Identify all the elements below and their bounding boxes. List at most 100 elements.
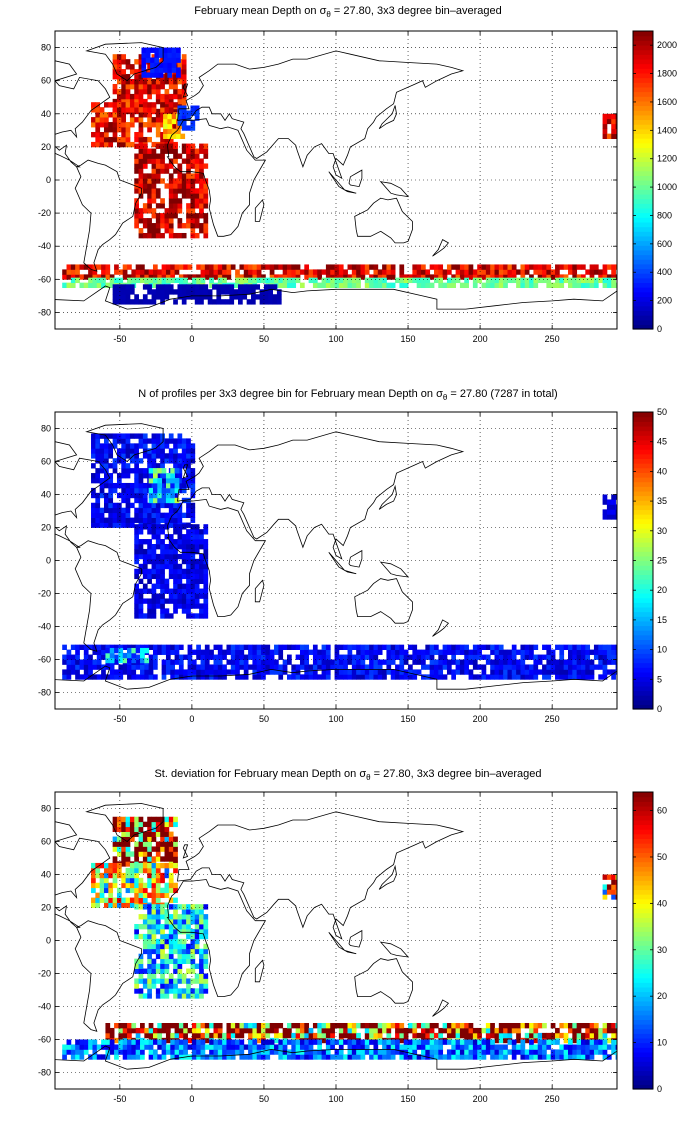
bin-cell <box>433 674 439 680</box>
bin-cell <box>181 988 187 994</box>
bin-cell <box>503 1054 508 1060</box>
bin-cell <box>121 492 127 499</box>
bin-cell <box>142 524 148 530</box>
bin-cell <box>105 264 111 270</box>
bin-cell <box>412 277 418 284</box>
bin-cell <box>138 867 144 874</box>
bin-cell <box>168 573 174 580</box>
coastlines <box>55 42 617 329</box>
bin-cell <box>125 74 131 80</box>
bin-cell <box>602 277 608 284</box>
bin-cell <box>160 198 165 204</box>
bin-cell <box>163 62 168 68</box>
bin-cell <box>199 534 204 540</box>
bin-cell <box>176 67 181 73</box>
bin-cell <box>369 1027 374 1034</box>
bin-cell <box>155 544 161 550</box>
bin-cell <box>148 1054 154 1060</box>
bin-cell <box>122 274 128 280</box>
bin-cell <box>177 988 183 994</box>
bin-cell <box>167 113 173 120</box>
bin-cell <box>593 644 599 650</box>
bin-cell <box>150 72 155 78</box>
bin-cell <box>138 816 144 823</box>
bin-cell <box>178 1054 184 1060</box>
bin-cell <box>181 603 187 609</box>
bin-cell <box>181 914 187 920</box>
bin-cell <box>498 664 504 670</box>
bin-cell <box>438 674 444 680</box>
bin-cell <box>105 1032 111 1039</box>
bin-cell <box>395 1049 400 1055</box>
bin-cell <box>155 831 161 837</box>
bin-cell <box>66 649 72 655</box>
bin-cell <box>160 463 165 469</box>
bin-cell <box>161 659 167 665</box>
bin-cell <box>121 117 127 123</box>
bin-cell <box>191 649 197 655</box>
bin-cell <box>121 463 127 469</box>
bin-cell <box>572 264 578 270</box>
bin-cell <box>433 669 439 675</box>
bin-cell <box>194 232 200 239</box>
bin-cell <box>287 1054 292 1060</box>
bin-cell <box>164 553 170 560</box>
y-tick-label: 0 <box>46 175 51 185</box>
bin-cell <box>559 649 565 655</box>
bin-cell <box>373 1027 379 1034</box>
bin-cell <box>347 674 353 680</box>
bin-cell <box>83 1039 89 1045</box>
bin-cell <box>178 277 184 284</box>
bin-cell <box>481 1027 487 1034</box>
bin-cell <box>589 649 595 655</box>
bin-cell <box>181 928 187 935</box>
bin-cell <box>173 983 178 989</box>
bin-cell <box>524 1037 530 1044</box>
bin-cell <box>75 277 80 284</box>
bin-cell <box>147 882 152 889</box>
bin-cell <box>151 168 157 174</box>
bin-cell <box>152 644 158 650</box>
bin-cell <box>364 277 370 284</box>
y-tick-label: 80 <box>41 424 51 434</box>
bin-cell <box>589 1032 595 1039</box>
bin-cell <box>116 821 122 828</box>
bin-cell <box>134 69 139 75</box>
bin-cell <box>199 148 204 154</box>
bin-cell <box>433 277 439 284</box>
bin-cell <box>134 862 139 869</box>
bin-cell <box>568 277 573 284</box>
bin-cell <box>121 299 127 305</box>
bin-cell <box>537 269 543 275</box>
bin-cell <box>112 826 118 832</box>
bin-cell <box>568 1049 573 1055</box>
bin-cell <box>183 1032 188 1039</box>
bin-cell <box>291 1039 297 1045</box>
bin-cell <box>611 282 616 289</box>
bin-cell <box>174 497 180 504</box>
bin-cell <box>134 603 139 609</box>
bin-cell <box>269 269 275 275</box>
bin-cell <box>390 659 396 665</box>
bin-cell <box>170 659 176 665</box>
bin-cell <box>194 933 200 940</box>
bin-cell <box>138 492 144 499</box>
bin-cell <box>261 1039 266 1045</box>
bin-cell <box>308 674 314 680</box>
bin-cell <box>606 654 612 660</box>
bin-cell <box>134 294 139 300</box>
bin-cell <box>116 872 122 879</box>
bin-cell <box>274 1027 279 1034</box>
bin-cell <box>155 558 161 565</box>
bin-cell <box>173 887 178 894</box>
bin-cell <box>611 894 616 900</box>
bin-cell <box>364 1032 370 1039</box>
bin-cell <box>181 69 187 75</box>
bin-cell <box>421 664 426 670</box>
bin-cell <box>606 514 612 520</box>
bin-cell <box>343 1032 348 1039</box>
bin-cell <box>174 1039 180 1045</box>
bin-cell <box>161 497 167 504</box>
bin-cell <box>112 122 118 128</box>
bin-cell <box>516 1023 521 1029</box>
